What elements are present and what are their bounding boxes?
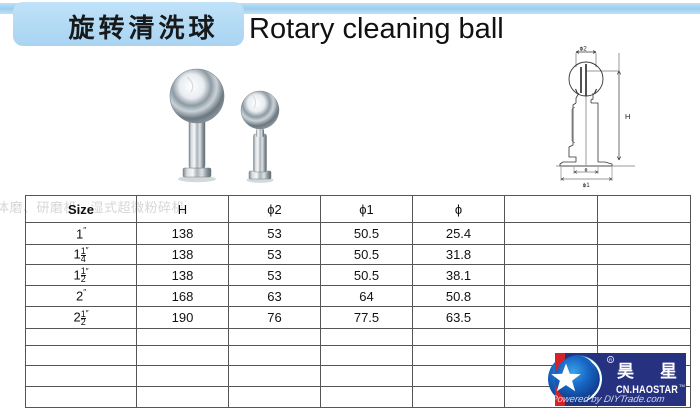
svg-text:1: 1 (586, 182, 590, 189)
svg-text:星: 星 (660, 362, 677, 381)
svg-text:H: H (625, 112, 630, 121)
svg-text:2: 2 (583, 46, 587, 53)
svg-text:昊: 昊 (617, 362, 636, 381)
svg-text:R: R (609, 358, 612, 363)
svg-text:TM: TM (679, 383, 685, 388)
